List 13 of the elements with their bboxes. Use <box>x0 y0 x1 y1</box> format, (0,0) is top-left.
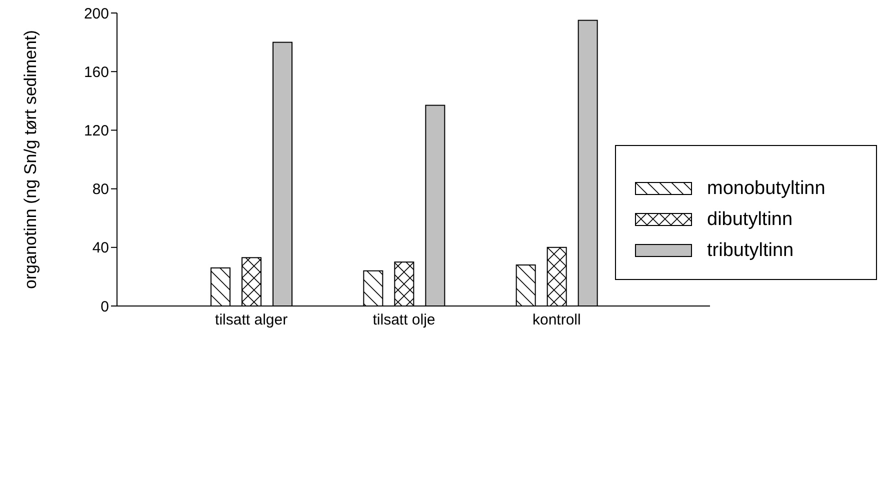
legend-label: monobutyltinn <box>707 178 826 200</box>
y-tick-label: 200 <box>84 5 109 22</box>
y-tick-label: 160 <box>84 64 109 81</box>
y-tick-label: 120 <box>84 122 109 140</box>
x-tick-label: tilsatt alger <box>215 312 288 329</box>
x-tick-label: tilsatt olje <box>372 312 436 329</box>
y-axis-title: organotinn (ng Sn/g tørt sediment) <box>21 30 40 289</box>
legend-label: tributyltinn <box>707 240 794 262</box>
x-tick-label: kontroll <box>532 312 581 329</box>
legend-label: dibutyltinn <box>707 208 793 230</box>
y-tick-label: 0 <box>100 298 109 316</box>
y-tick-label: 40 <box>92 240 109 257</box>
y-tick-label: 80 <box>92 181 109 198</box>
